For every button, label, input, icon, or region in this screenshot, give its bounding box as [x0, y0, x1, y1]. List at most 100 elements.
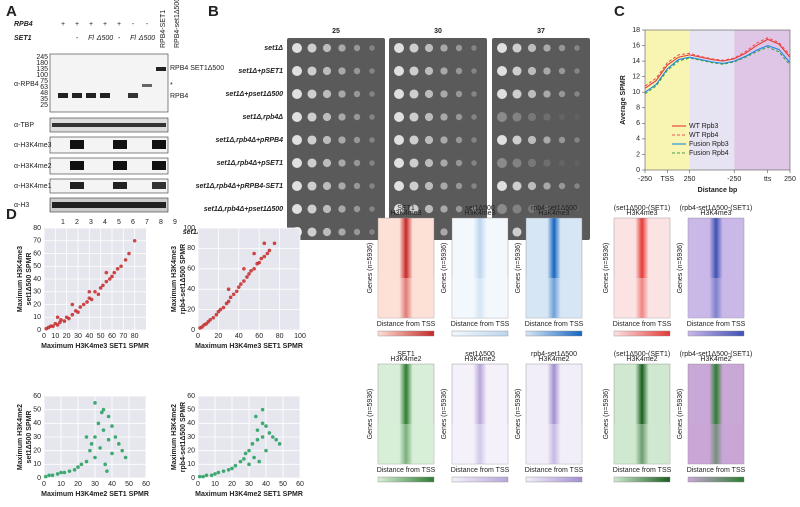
x-tick-label: 50	[125, 481, 133, 488]
colony-spot	[409, 204, 419, 214]
y-tick-label: 40	[187, 420, 195, 427]
x-tick-label: 20	[63, 333, 71, 340]
point	[120, 448, 124, 453]
colony-spot	[307, 204, 317, 214]
colony-spot	[512, 43, 522, 53]
y-axis-title: Genes (n=5936)	[441, 389, 448, 440]
y-tick-label: 6	[636, 120, 640, 127]
x-tick-label: 30	[74, 333, 82, 340]
colony-spot	[440, 228, 448, 236]
y-axis-title: Maximum H3K4me3	[171, 246, 178, 312]
row-label: SET1	[14, 35, 32, 42]
band	[142, 84, 152, 87]
colony-spot	[512, 135, 522, 145]
colony-spot	[455, 67, 463, 75]
y-tick-label: 30	[33, 434, 41, 441]
point	[93, 435, 97, 439]
colony-spot	[455, 113, 463, 121]
plot-frame	[644, 29, 791, 171]
point	[104, 270, 109, 275]
heatmap-fade	[614, 424, 670, 464]
colony-spot	[394, 204, 404, 214]
y-tick-label: 12	[632, 74, 640, 81]
point	[226, 287, 231, 292]
x-axis-title: Distance from TSS	[525, 321, 584, 328]
point	[272, 241, 277, 246]
x-tick-label: 0	[42, 481, 46, 488]
y-tick-label: 10	[187, 461, 195, 468]
heatmap-title: H3K4me3	[538, 210, 569, 217]
point	[208, 318, 213, 322]
colony-spot	[409, 181, 419, 191]
colony-spot	[292, 158, 302, 168]
colony-spot	[353, 113, 361, 121]
panel-label: A	[6, 3, 17, 20]
point	[98, 286, 103, 290]
band	[152, 140, 166, 149]
point	[55, 315, 60, 320]
y-axis-title: Genes (n=5936)	[441, 243, 448, 294]
point	[247, 272, 251, 276]
point	[119, 264, 123, 269]
point	[123, 258, 128, 262]
colony-spot	[512, 66, 522, 76]
plot-bg	[198, 228, 300, 330]
band	[86, 93, 96, 98]
y-tick-label: 16	[632, 42, 640, 49]
y-axis-title: set1Δ500 SPMR	[26, 411, 33, 464]
colony-spot	[558, 159, 566, 167]
region	[689, 30, 735, 170]
point	[237, 285, 241, 289]
point	[103, 462, 107, 467]
colony-spot	[497, 112, 507, 122]
colony-spot	[338, 44, 346, 52]
x-axis-title: Maximum H3K4me2 SET1 SPMR	[195, 491, 303, 498]
point	[267, 248, 272, 253]
x-tick-label: 30	[245, 481, 253, 488]
point	[115, 267, 120, 271]
colony-spot	[440, 205, 448, 213]
x-tick-label: -250	[727, 176, 741, 183]
y-tick-label: 20	[187, 306, 195, 313]
point	[254, 414, 258, 419]
x-tick-label: 60	[142, 481, 150, 488]
genotype-mark: -	[118, 35, 121, 42]
line-series	[644, 38, 791, 89]
colony-spot	[353, 90, 361, 98]
y-tick-label: 0	[37, 475, 41, 482]
x-tick-label: 60	[296, 481, 304, 488]
antibody: α-TBP	[14, 122, 34, 129]
line-series	[644, 37, 791, 87]
y-axis-title: Genes (n=5936)	[603, 243, 610, 294]
y-tick-label: 60	[187, 393, 195, 400]
colony-spot	[338, 159, 346, 167]
colony-spot	[369, 206, 375, 212]
y-tick-label: 40	[33, 420, 41, 427]
colony-spot	[543, 159, 551, 167]
line-series	[644, 44, 791, 93]
point	[55, 472, 60, 476]
colony-spot	[527, 158, 537, 168]
heatmap	[377, 363, 435, 465]
band	[70, 161, 84, 170]
mw-marker: 245	[36, 54, 48, 61]
point	[100, 410, 104, 415]
y-tick-label: 40	[33, 276, 41, 283]
colony-spot	[527, 204, 537, 214]
heatmap-fade	[526, 278, 582, 318]
legend-label: Fusion Rpb3	[689, 141, 729, 148]
heatmap	[613, 363, 671, 465]
colony-spot	[455, 159, 463, 167]
heatmap-title: rpb4-set1Δ500	[531, 351, 577, 358]
colony-spot	[543, 90, 551, 98]
point	[231, 292, 236, 297]
band	[58, 93, 68, 98]
colony-spot	[369, 45, 375, 51]
colony-spot	[338, 67, 346, 75]
point	[242, 279, 246, 283]
x-axis-title: Maximum H3K4me2 SET1 SPMR	[41, 491, 149, 498]
point	[104, 279, 109, 284]
x-tick-label: 30	[91, 481, 99, 488]
column-header: RPB4-SET1	[160, 10, 167, 48]
colony-spot	[424, 66, 434, 76]
